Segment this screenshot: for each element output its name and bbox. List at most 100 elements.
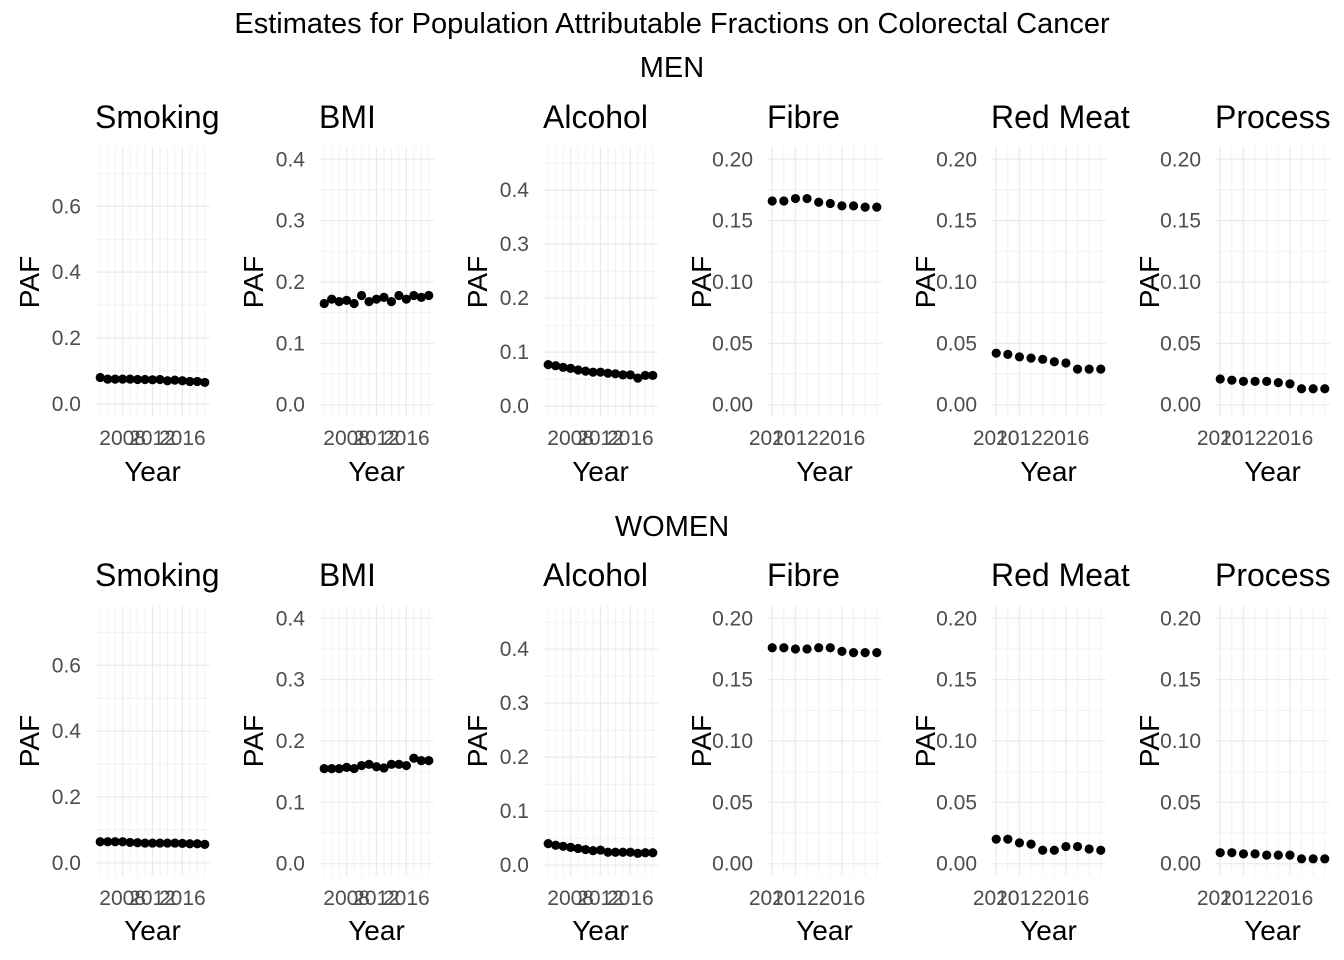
data-point xyxy=(790,193,801,204)
x-tick-label: 2016 xyxy=(1043,887,1090,910)
data-point xyxy=(633,373,643,383)
data-point xyxy=(1250,849,1260,859)
y-tick-label: 0.0 xyxy=(276,394,305,417)
data-point xyxy=(551,361,561,371)
panel-title: Process xyxy=(1215,99,1331,135)
x-tick-label: 2012 xyxy=(772,427,819,450)
data-point xyxy=(814,643,824,653)
data-point xyxy=(394,759,404,769)
data-point xyxy=(633,848,643,858)
data-point xyxy=(1215,374,1225,384)
x-tick-label: 2010 xyxy=(973,427,1020,450)
y-axis-label: PAF xyxy=(14,256,45,308)
y-tick-label: 0.00 xyxy=(712,853,753,876)
y-tick-label: 0.6 xyxy=(52,654,81,677)
data-point xyxy=(837,646,847,657)
data-point xyxy=(95,372,105,383)
data-point xyxy=(342,762,352,772)
x-axis-label: Year xyxy=(124,456,181,487)
y-tick-label: 0.1 xyxy=(276,332,305,355)
data-point xyxy=(1049,357,1059,367)
data-point xyxy=(177,376,187,386)
y-tick-label: 0.3 xyxy=(276,669,305,692)
x-axis-label: Year xyxy=(1020,915,1077,946)
x-axis-label: Year xyxy=(1244,456,1301,487)
data-point xyxy=(779,643,789,653)
data-point xyxy=(580,844,591,855)
data-point xyxy=(1038,354,1048,364)
data-point xyxy=(356,760,367,771)
panel-title: Process xyxy=(1215,557,1331,593)
x-tick-label: 2010 xyxy=(1197,887,1244,910)
x-axis-label: Year xyxy=(348,456,405,487)
y-tick-label: 0.15 xyxy=(1160,669,1201,692)
y-tick-label: 0.20 xyxy=(712,607,753,630)
x-tick-label: 2012 xyxy=(996,427,1043,450)
y-tick-label: 0.2 xyxy=(276,730,305,753)
x-tick-label: 2012 xyxy=(129,887,176,910)
y-axis-label: PAF xyxy=(1134,715,1165,767)
x-tick-label: 2008 xyxy=(323,427,370,450)
data-point xyxy=(1262,376,1272,387)
data-point xyxy=(1296,384,1307,394)
data-point xyxy=(1096,845,1106,855)
data-point xyxy=(1014,838,1025,848)
y-tick-label: 0.4 xyxy=(52,261,82,284)
x-tick-label: 2008 xyxy=(547,887,594,910)
data-point xyxy=(640,370,650,381)
x-tick-label: 2012 xyxy=(996,887,1043,910)
x-tick-label: 2016 xyxy=(1267,887,1314,910)
x-tick-label: 2012 xyxy=(772,887,819,910)
y-tick-label: 0.00 xyxy=(936,394,977,417)
data-point xyxy=(566,842,576,852)
x-tick-label: 2016 xyxy=(159,887,206,910)
data-point xyxy=(1003,349,1013,360)
data-point xyxy=(424,290,434,301)
data-point xyxy=(162,376,173,386)
panel-title: Alcohol xyxy=(543,99,648,135)
panel-title: Fibre xyxy=(767,557,840,593)
y-tick-label: 0.05 xyxy=(712,791,753,814)
x-tick-label: 2016 xyxy=(383,887,430,910)
y-tick-label: 0.1 xyxy=(500,800,529,823)
data-point xyxy=(848,648,859,658)
y-tick-label: 0.2 xyxy=(500,287,529,310)
y-tick-label: 0.10 xyxy=(936,730,977,753)
x-tick-label: 2016 xyxy=(159,427,206,450)
data-point xyxy=(802,644,812,654)
x-tick-label: 2010 xyxy=(973,887,1020,910)
data-point xyxy=(558,362,568,372)
x-tick-label: 2016 xyxy=(607,427,654,450)
x-axis-label: Year xyxy=(1244,915,1301,946)
data-point xyxy=(1308,384,1318,394)
data-point xyxy=(767,196,777,206)
x-axis-label: Year xyxy=(124,915,181,946)
x-tick-label: 2012 xyxy=(353,427,400,450)
data-point xyxy=(147,838,158,848)
data-point xyxy=(991,834,1001,844)
data-point xyxy=(125,374,135,384)
y-tick-label: 0.00 xyxy=(712,394,753,417)
y-tick-label: 0.15 xyxy=(712,669,753,692)
data-point xyxy=(334,297,344,307)
data-point xyxy=(155,374,165,385)
y-tick-label: 0.4 xyxy=(500,638,530,661)
data-point xyxy=(872,648,882,658)
y-axis-label: PAF xyxy=(462,715,493,767)
data-point xyxy=(1238,849,1249,859)
data-point xyxy=(319,764,329,774)
y-tick-label: 0.2 xyxy=(500,746,529,769)
x-axis-label: Year xyxy=(572,915,629,946)
y-axis-label: PAF xyxy=(686,256,717,308)
y-tick-label: 0.10 xyxy=(1160,271,1201,294)
y-tick-label: 0.20 xyxy=(712,148,753,171)
data-point xyxy=(1038,845,1048,855)
data-point xyxy=(170,375,180,385)
x-tick-label: 2016 xyxy=(607,887,654,910)
data-point xyxy=(825,643,835,653)
data-point xyxy=(848,201,859,211)
